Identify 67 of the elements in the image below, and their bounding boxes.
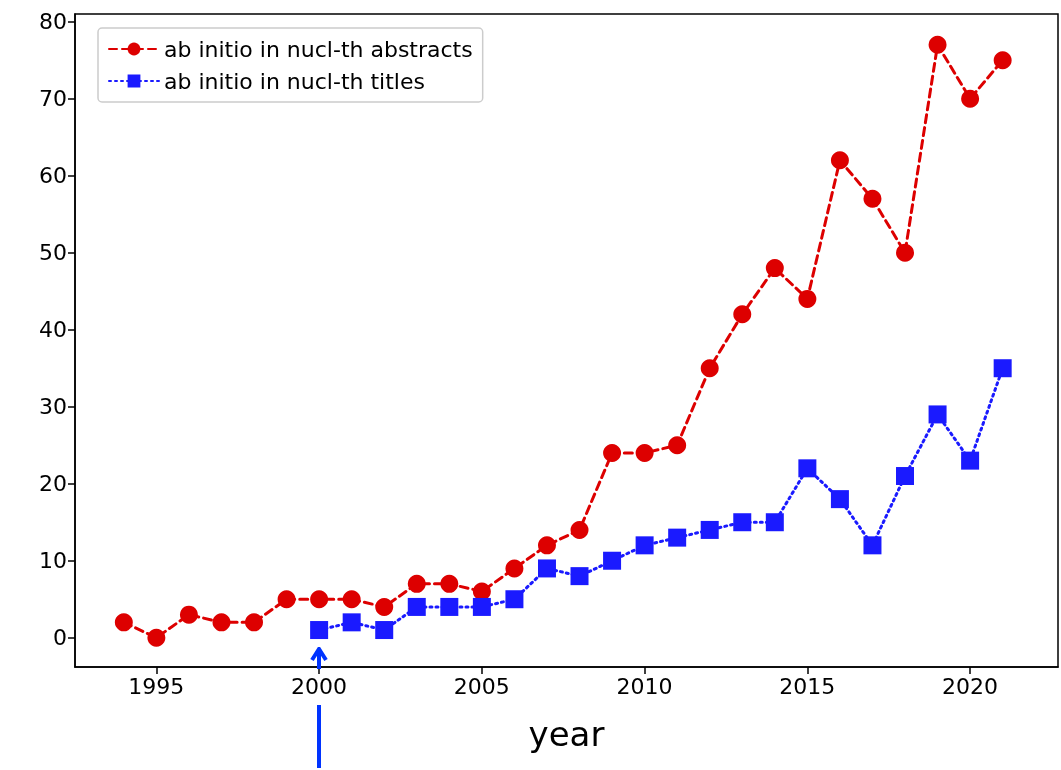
point (765, 513, 784, 532)
x-tick-label: 2005 (453, 673, 510, 699)
point (993, 359, 1012, 378)
point (896, 467, 915, 486)
x-tick-label: 2000 (291, 673, 348, 699)
legend-label: ab initio in nucl-th titles (164, 68, 425, 94)
point (928, 35, 947, 54)
point (928, 405, 947, 424)
y-tick-label: 80 (39, 9, 67, 35)
point (733, 305, 752, 324)
point (537, 536, 556, 555)
point (635, 536, 654, 555)
point (277, 590, 296, 609)
point (310, 621, 329, 640)
point (863, 536, 882, 555)
point (440, 574, 459, 593)
point (375, 597, 394, 616)
point (635, 443, 654, 462)
point (147, 628, 166, 647)
point (407, 597, 426, 616)
point (212, 613, 231, 632)
y-tick-label: 40 (39, 317, 67, 343)
point (830, 490, 849, 509)
point (375, 621, 394, 640)
point (961, 451, 980, 470)
point (342, 590, 361, 609)
y-tick-label: 30 (39, 394, 67, 420)
y-tick-label: 50 (39, 240, 67, 266)
point (993, 51, 1012, 70)
point (603, 443, 622, 462)
point (472, 597, 491, 616)
point (896, 243, 915, 262)
y-tick-label: 60 (39, 163, 67, 189)
x-axis-title: year (528, 714, 605, 754)
point (961, 89, 980, 108)
point (505, 590, 524, 609)
y-tick-label: 0 (53, 625, 67, 651)
x-tick-label: 2010 (616, 673, 673, 699)
point (114, 613, 133, 632)
point (570, 520, 589, 539)
point (700, 520, 719, 539)
point (765, 259, 784, 278)
point (733, 513, 752, 532)
point (603, 551, 622, 570)
point (505, 559, 524, 578)
point (537, 559, 556, 578)
point (668, 528, 687, 547)
y-tick-label: 10 (39, 548, 67, 574)
point (179, 605, 198, 624)
point (342, 613, 361, 632)
point (570, 567, 589, 586)
point (863, 189, 882, 208)
x-tick-label: 2015 (779, 673, 836, 699)
point (245, 613, 264, 632)
point (700, 359, 719, 378)
point (798, 289, 817, 308)
x-tick-label: 2020 (942, 673, 999, 699)
x-tick-label: 1995 (128, 673, 185, 699)
legend-label: ab initio in nucl-th abstracts (164, 36, 473, 62)
point (440, 597, 459, 616)
point (668, 436, 687, 455)
point (798, 459, 817, 478)
point (407, 574, 426, 593)
y-tick-label: 20 (39, 471, 67, 497)
point (830, 151, 849, 170)
point (310, 590, 329, 609)
y-tick-label: 70 (39, 86, 67, 112)
